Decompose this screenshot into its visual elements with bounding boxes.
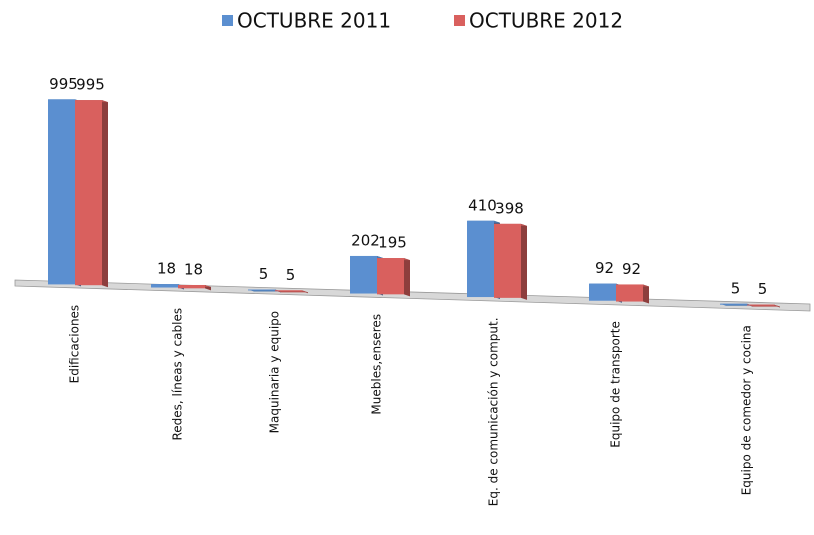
bar xyxy=(589,283,616,301)
legend-label: OCTUBRE 2012 xyxy=(469,9,623,33)
legend-swatch xyxy=(222,15,233,26)
value-label: 398 xyxy=(495,199,524,217)
bar xyxy=(275,290,302,292)
value-label: 5 xyxy=(731,279,741,297)
legend-swatch xyxy=(454,15,465,26)
value-label: 5 xyxy=(259,265,269,283)
x-tick-label: Muebles,enseres xyxy=(370,314,384,415)
bar-side xyxy=(643,284,649,304)
value-label: 995 xyxy=(49,75,78,93)
floor xyxy=(14,279,811,312)
bar xyxy=(720,303,747,305)
x-tick-label: Equipo de comedor y cocina xyxy=(740,325,754,495)
bar xyxy=(75,100,102,286)
bar-side xyxy=(102,100,108,288)
bar xyxy=(151,284,178,288)
bar-side xyxy=(404,258,410,297)
value-label: 18 xyxy=(157,260,176,278)
bar xyxy=(248,289,275,291)
bar xyxy=(494,223,521,298)
bar xyxy=(178,284,205,289)
value-label: 92 xyxy=(622,260,641,278)
x-tick-label: Equipo de transporte xyxy=(609,321,623,448)
value-label: 92 xyxy=(595,259,614,277)
value-label: 410 xyxy=(468,196,497,214)
bar xyxy=(467,220,494,298)
bar xyxy=(377,258,404,295)
bar xyxy=(747,304,774,306)
value-label: 202 xyxy=(351,231,380,249)
x-tick-label: Edificaciones xyxy=(68,305,82,384)
value-label: 5 xyxy=(286,266,296,284)
x-tick-label: Eq. de comunicación y comput. xyxy=(487,317,501,506)
x-tick-label: Redes, líneas y cables xyxy=(171,308,185,441)
x-tick-label: Maquinaria y equipo xyxy=(268,311,282,433)
bar xyxy=(350,255,377,294)
bar-side xyxy=(521,223,527,300)
value-label: 995 xyxy=(76,76,105,94)
bar xyxy=(616,284,643,302)
value-label: 195 xyxy=(378,234,407,252)
value-label: 18 xyxy=(184,260,203,278)
bar xyxy=(48,99,75,285)
legend-label: OCTUBRE 2011 xyxy=(237,9,391,33)
value-label: 5 xyxy=(758,280,768,298)
